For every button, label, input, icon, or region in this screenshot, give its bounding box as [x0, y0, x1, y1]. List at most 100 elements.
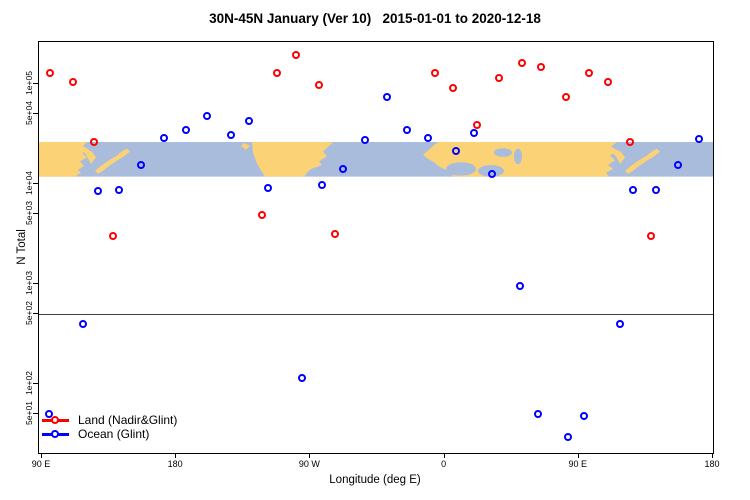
- data-point-land: [331, 230, 340, 239]
- data-point-ocean: [182, 126, 191, 135]
- x-axis-tick-label: 90 W: [298, 459, 320, 469]
- y-axis-tick-label: 1e+02: [24, 371, 34, 395]
- map-korea-repeat: [611, 148, 625, 165]
- map-east-asia: [39, 142, 89, 177]
- map-caspian-sea: [514, 148, 522, 165]
- y-axis-tick-label: 5e+02: [24, 301, 34, 325]
- y-axis-tick: [33, 182, 38, 184]
- data-point-land: [626, 138, 635, 147]
- map-vancouver-island: [241, 142, 250, 150]
- data-point-land: [584, 69, 593, 78]
- legend-item-ocean: Ocean (Glint): [42, 427, 177, 441]
- x-axis-tick-label: 180: [704, 459, 720, 469]
- chart-title: 30N-45N January (Ver 10) 2015-01-01 to 2…: [209, 11, 541, 26]
- y-axis-tick: [33, 282, 38, 284]
- data-point-land: [647, 232, 656, 241]
- data-point-ocean: [338, 164, 347, 173]
- legend-circle-ocean-icon: [51, 429, 59, 438]
- legend-label-ocean: Ocean (Glint): [78, 427, 150, 441]
- x-axis-tick: [309, 453, 311, 458]
- data-point-ocean: [79, 320, 88, 329]
- data-point-ocean: [487, 169, 496, 178]
- x-axis-tick-label: 90 E: [31, 459, 51, 469]
- data-point-land: [89, 138, 98, 147]
- x-axis-tick: [175, 453, 177, 458]
- data-point-land: [472, 121, 481, 130]
- data-point-ocean: [451, 147, 460, 156]
- data-point-ocean: [94, 187, 103, 196]
- data-point-ocean: [580, 412, 589, 421]
- x-axis-label: Longitude (deg E): [329, 474, 421, 486]
- data-point-ocean: [298, 374, 307, 383]
- data-point-land: [314, 81, 323, 90]
- data-point-ocean: [114, 186, 123, 195]
- legend-label-land: Land (Nadir&Glint): [78, 413, 178, 427]
- data-point-ocean: [651, 186, 660, 195]
- y-axis-tick-label: 5e+04: [24, 101, 34, 125]
- data-point-ocean: [423, 134, 432, 143]
- data-point-ocean: [402, 126, 411, 135]
- y-axis-tick: [33, 112, 38, 114]
- data-point-land: [604, 78, 613, 87]
- data-point-ocean: [137, 161, 146, 170]
- legend-circle-land-icon: [51, 415, 59, 424]
- legend-symbol-ocean: [42, 429, 69, 439]
- data-point-ocean: [244, 117, 253, 126]
- x-axis-tick: [40, 453, 42, 458]
- data-point-ocean: [360, 136, 369, 145]
- data-point-ocean: [629, 186, 638, 195]
- y-axis-tick-label: 1e+03: [24, 270, 34, 295]
- plot-area: Land (Nadir&Glint) Ocean (Glint): [38, 41, 714, 454]
- data-point-land: [448, 83, 457, 92]
- data-point-ocean: [44, 410, 53, 419]
- x-axis-tick-label: 180: [167, 459, 183, 469]
- legend-item-land: Land (Nadir&Glint): [42, 413, 177, 427]
- data-point-land: [292, 51, 301, 60]
- map-mediterranean-west: [446, 162, 476, 176]
- data-point-land: [258, 211, 267, 220]
- data-point-ocean: [202, 112, 211, 121]
- data-point-land: [431, 69, 440, 78]
- y-axis-tick-label: 1e+05: [24, 70, 34, 95]
- data-point-ocean: [615, 320, 624, 329]
- world-map-band: [39, 142, 713, 177]
- data-point-land: [272, 68, 281, 77]
- y-axis-tick: [33, 413, 38, 415]
- data-point-land: [108, 232, 117, 241]
- data-point-ocean: [516, 282, 525, 291]
- map-japan-repeat: [625, 148, 660, 174]
- data-point-ocean: [563, 433, 572, 442]
- map-black-sea: [494, 148, 512, 157]
- legend: Land (Nadir&Glint) Ocean (Glint): [42, 413, 177, 441]
- legend-symbol-land: [42, 415, 69, 425]
- data-point-ocean: [533, 410, 542, 419]
- data-point-ocean: [674, 161, 683, 170]
- map-japan: [95, 148, 130, 174]
- x-axis-tick: [443, 453, 445, 458]
- x-axis-tick: [577, 453, 579, 458]
- data-point-ocean: [469, 129, 478, 138]
- data-point-land: [68, 78, 77, 87]
- map-korea: [83, 148, 96, 165]
- map-north-america: [252, 142, 333, 177]
- y-axis-tick-label: 5e+01: [24, 401, 34, 425]
- data-point-land: [562, 93, 571, 102]
- x-axis-tick-label: 90 E: [568, 459, 588, 469]
- data-point-land: [495, 74, 504, 83]
- data-point-ocean: [694, 135, 703, 144]
- x-axis-tick: [712, 453, 713, 458]
- data-point-ocean: [383, 93, 392, 102]
- reference-line: [39, 313, 713, 315]
- x-axis-tick-label: 0: [441, 459, 447, 469]
- y-axis-tick: [33, 212, 38, 214]
- data-point-ocean: [159, 134, 168, 143]
- y-axis-tick-label: 1e+04: [24, 170, 34, 195]
- y-axis-tick-label: 5e+03: [24, 201, 34, 225]
- y-axis-tick: [33, 82, 38, 84]
- data-point-land: [46, 69, 55, 78]
- data-point-ocean: [264, 184, 273, 193]
- y-axis-tick: [33, 313, 38, 315]
- data-point-ocean: [226, 131, 235, 140]
- data-point-land: [517, 59, 526, 68]
- data-point-ocean: [317, 181, 326, 190]
